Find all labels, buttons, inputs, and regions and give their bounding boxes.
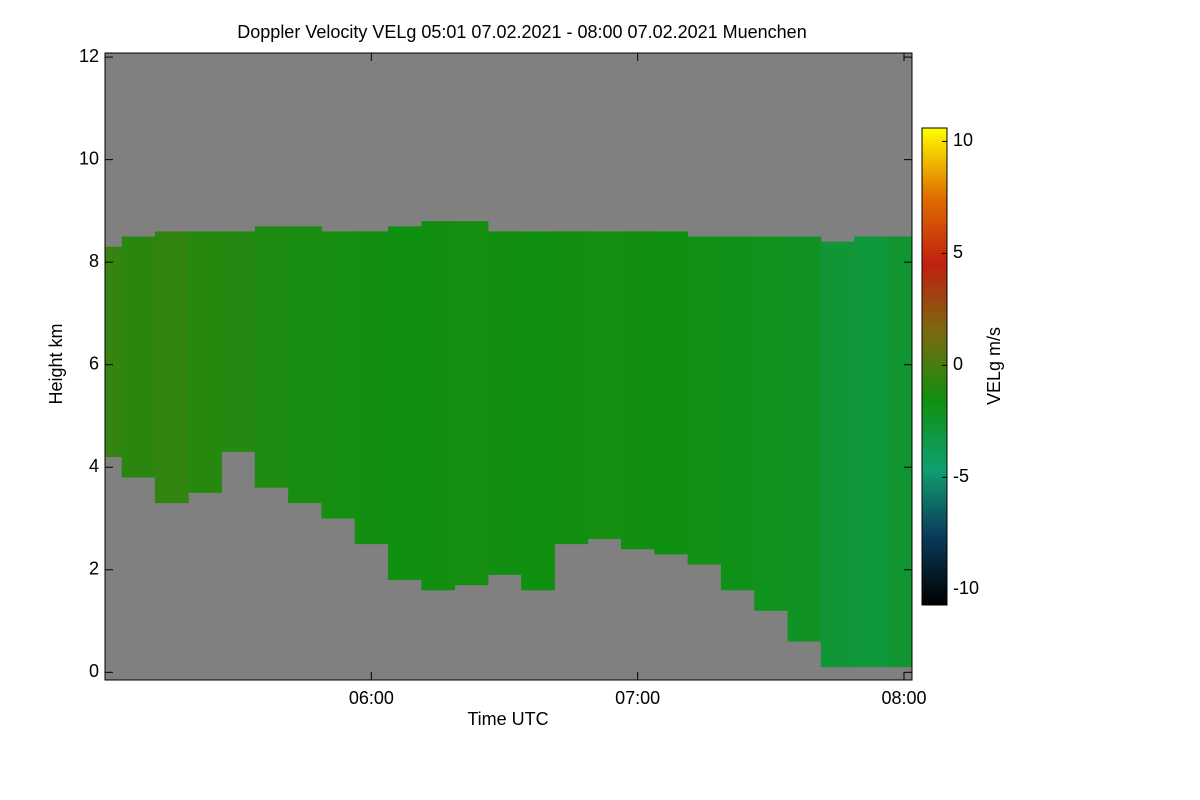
cloud-column: [321, 231, 356, 519]
y-tick-label: 0: [89, 661, 99, 681]
cloud-column: [554, 231, 589, 545]
chart-title: Doppler Velocity VELg 05:01 07.02.2021 -…: [237, 22, 806, 42]
cloud-column: [587, 231, 622, 540]
colorbar-label: VELg m/s: [984, 327, 1004, 405]
cloud-column: [354, 231, 389, 545]
y-tick-label: 12: [79, 46, 99, 66]
cloud-column: [254, 226, 289, 488]
y-tick-label: 10: [79, 148, 99, 168]
data-field: [105, 221, 912, 668]
cloud-column: [221, 231, 256, 452]
colorbar-tick-label: -10: [953, 578, 979, 598]
y-tick-label: 4: [89, 456, 99, 476]
cloud-column: [720, 236, 755, 591]
colorbar-tick-label: -5: [953, 466, 969, 486]
colorbar: [921, 127, 948, 606]
cloud-column: [887, 236, 912, 668]
cloud-column: [487, 231, 522, 575]
x-axis-label: Time UTC: [467, 709, 548, 729]
cloud-column: [188, 231, 223, 493]
x-tick-label: 08:00: [881, 688, 926, 708]
colorbar-tick-label: 10: [953, 130, 973, 150]
cloud-column: [621, 231, 655, 550]
cloud-column: [454, 221, 489, 586]
y-axis-label: Height km: [46, 323, 66, 404]
cloud-column: [121, 236, 156, 478]
cloud-column: [105, 246, 123, 457]
plot-frame: [104, 52, 913, 681]
cloud-column: [687, 236, 722, 565]
cloud-column: [154, 231, 189, 504]
colorbar-tick-label: 0: [953, 354, 963, 374]
y-tick-label: 2: [89, 559, 99, 579]
cloud-column: [521, 231, 555, 591]
x-tick-label: 06:00: [349, 688, 394, 708]
colorbar-tick-label: 5: [953, 242, 963, 262]
y-tick-label: 8: [89, 251, 99, 271]
cloud-column: [820, 241, 855, 668]
cloud-column: [754, 236, 788, 611]
cloud-column: [288, 226, 322, 504]
cloud-column: [421, 221, 456, 591]
cloud-column: [387, 226, 422, 581]
x-tick-label: 07:00: [615, 688, 660, 708]
cloud-column: [654, 231, 689, 555]
cloud-column: [854, 236, 888, 668]
cloud-column: [787, 236, 822, 642]
y-tick-label: 6: [89, 353, 99, 373]
